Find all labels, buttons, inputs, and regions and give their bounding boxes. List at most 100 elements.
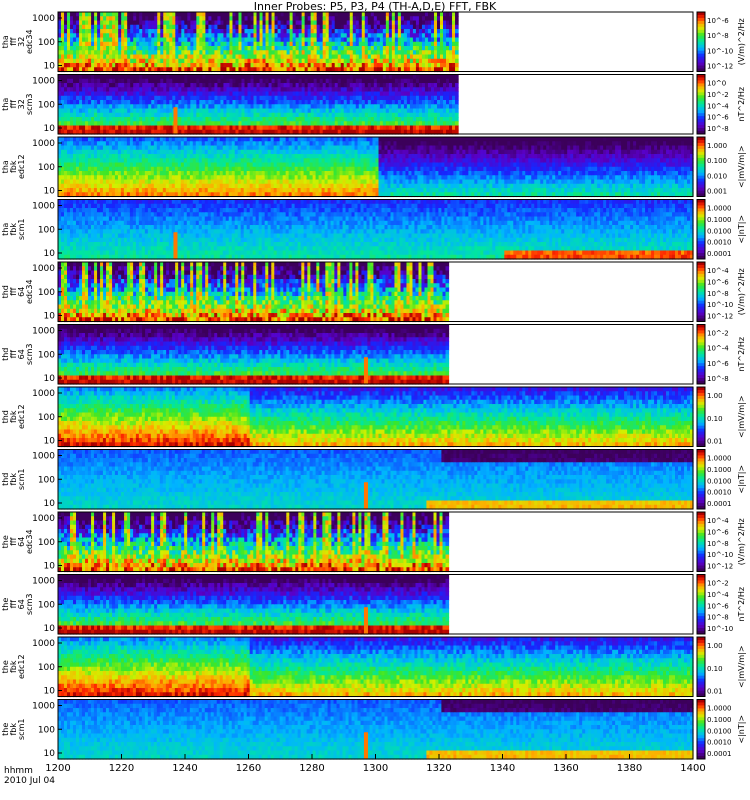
heatmap-cell <box>139 108 143 114</box>
heatmap-cell <box>259 63 264 68</box>
heatmap-cell <box>262 24 267 30</box>
heatmap-cell <box>199 108 203 114</box>
heatmap-cell <box>440 16 444 22</box>
heatmap-cell <box>202 63 206 68</box>
heatmap-cell <box>421 46 426 51</box>
heatmap-cell <box>388 67 393 73</box>
heatmap-cell <box>118 16 122 22</box>
heatmap-cell <box>328 67 333 73</box>
heatmap-cell <box>232 54 237 60</box>
heatmap-cell <box>79 91 83 97</box>
heatmap-cell <box>220 24 225 30</box>
heatmap-cell <box>127 78 131 84</box>
heatmap-cell <box>241 129 246 135</box>
heatmap-cell <box>88 121 92 127</box>
heatmap-cell <box>223 74 228 80</box>
heatmap-cell <box>136 29 140 34</box>
heatmap-cell <box>160 129 164 135</box>
heatmap-cell <box>73 74 77 80</box>
heatmap-cell <box>226 67 231 73</box>
heatmap-cell <box>67 108 71 114</box>
heatmap-cell <box>229 63 234 68</box>
heatmap-cell <box>349 121 354 127</box>
heatmap-cell <box>346 67 351 73</box>
heatmap-cell <box>175 54 179 60</box>
heatmap-cell <box>349 41 354 47</box>
heatmap-cell <box>427 29 432 34</box>
heatmap-cell <box>163 74 167 80</box>
heatmap-cell <box>124 74 128 80</box>
heatmap-cell <box>178 67 182 73</box>
heatmap-cell <box>313 63 318 68</box>
heatmap-cell <box>376 74 381 80</box>
heatmap-cell <box>427 41 432 47</box>
heatmap-cell <box>382 20 387 26</box>
heatmap-cell <box>292 91 297 97</box>
heatmap-cell <box>112 104 116 110</box>
heatmap-cell <box>370 54 375 60</box>
heatmap-cell <box>226 91 231 97</box>
heatmap-cell <box>58 12 62 17</box>
heatmap-cell <box>169 67 173 73</box>
heatmap-cell <box>139 20 143 26</box>
heatmap-cell <box>127 74 131 80</box>
heatmap-cell <box>232 74 237 80</box>
heatmap-cell <box>115 104 119 110</box>
heatmap-cell <box>193 33 197 39</box>
heatmap-cell <box>452 33 456 39</box>
heatmap-cell <box>427 33 432 39</box>
heatmap-cell <box>406 67 411 73</box>
heatmap-cell <box>391 37 396 43</box>
heatmap-cell <box>277 20 282 26</box>
heatmap-cell <box>449 50 453 56</box>
heatmap-cell <box>76 74 80 80</box>
heatmap-cell <box>238 33 243 39</box>
heatmap-cell <box>280 117 285 122</box>
heatmap-cell <box>85 37 89 43</box>
heatmap-cell <box>94 112 98 118</box>
heatmap-cell <box>121 16 125 22</box>
heatmap-cell <box>364 78 369 84</box>
heatmap-cell <box>121 129 125 135</box>
heatmap-cell <box>403 46 408 51</box>
heatmap-cell <box>316 50 321 56</box>
heatmap-cell <box>421 67 426 73</box>
heatmap-cell <box>115 54 119 60</box>
heatmap-cell <box>115 87 119 93</box>
heatmap-cell <box>85 67 89 73</box>
heatmap-cell <box>385 24 390 30</box>
heatmap-cell <box>64 78 68 84</box>
heatmap-cell <box>175 46 179 51</box>
heatmap-cell <box>388 12 393 17</box>
heatmap-cell <box>250 33 255 39</box>
heatmap-cell <box>346 24 351 30</box>
heatmap-cell <box>133 112 137 118</box>
heatmap-cell <box>190 50 194 56</box>
heatmap-cell <box>289 129 294 135</box>
heatmap-cell <box>160 24 164 30</box>
heatmap-cell <box>277 100 282 105</box>
heatmap-cell <box>148 112 152 118</box>
heatmap-cell <box>400 46 405 51</box>
heatmap-cell <box>364 121 369 127</box>
heatmap-cell <box>421 12 426 17</box>
heatmap-cell <box>349 104 354 110</box>
heatmap-cell <box>169 117 173 122</box>
heatmap-cell <box>172 33 176 39</box>
heatmap-cell <box>61 29 65 34</box>
heatmap-cell <box>226 125 231 131</box>
heatmap-cell <box>169 41 173 47</box>
heatmap-cell <box>79 74 83 80</box>
heatmap-cell <box>208 63 212 68</box>
heatmap-cell <box>100 20 104 26</box>
heatmap-cell <box>70 87 74 93</box>
heatmap-cell <box>277 78 282 84</box>
heatmap-cell <box>190 129 194 135</box>
heatmap-cell <box>142 129 146 135</box>
heatmap-cell <box>61 58 65 64</box>
heatmap-cell <box>106 104 110 110</box>
heatmap-cell <box>250 104 255 110</box>
heatmap-cell <box>115 16 119 22</box>
heatmap-cell <box>136 74 140 80</box>
heatmap-cell <box>253 37 258 43</box>
